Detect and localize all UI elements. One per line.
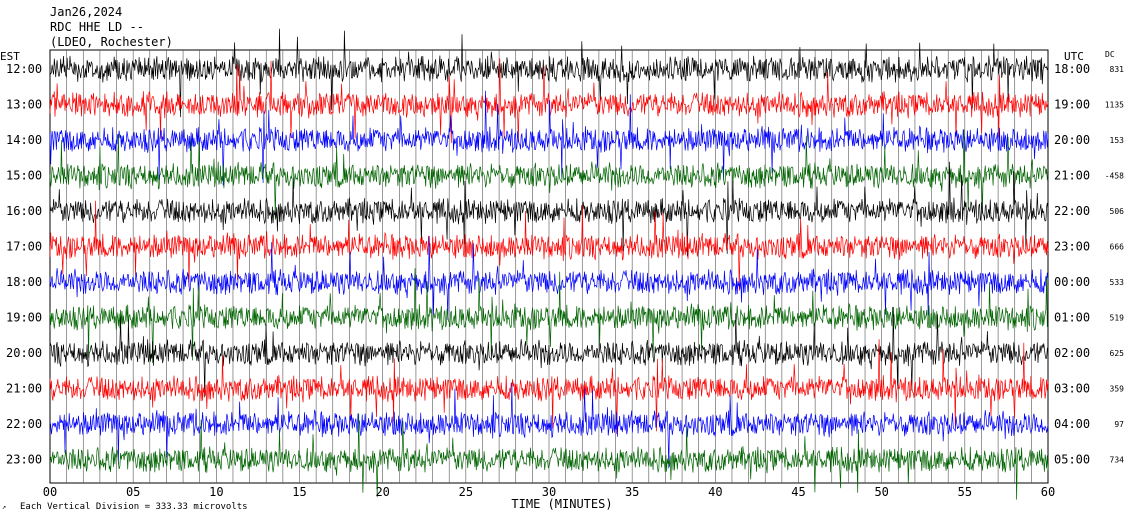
dc-column-label: DC xyxy=(1105,50,1115,59)
est-hour-label: 19:00 xyxy=(6,311,42,325)
x-tick-label: 50 xyxy=(874,485,888,499)
est-hour-label: 21:00 xyxy=(6,382,42,396)
trace-row xyxy=(49,161,1049,257)
est-hour-label: 20:00 xyxy=(6,346,42,360)
x-tick-label: 30 xyxy=(542,485,556,499)
x-tick-label: 25 xyxy=(459,485,473,499)
est-hour-label: 18:00 xyxy=(6,275,42,289)
est-hour-label: 16:00 xyxy=(6,204,42,218)
header-network: (LDEO, Rochester) xyxy=(50,35,173,49)
trace-row xyxy=(49,339,1049,435)
utc-hour-label: 20:00 xyxy=(1054,133,1090,147)
utc-hour-label: 22:00 xyxy=(1054,204,1090,218)
trace-row xyxy=(49,306,1049,398)
x-tick-label: 55 xyxy=(958,485,972,499)
utc-hour-label: 18:00 xyxy=(1054,62,1090,76)
est-hour-label: 14:00 xyxy=(6,133,42,147)
utc-hour-label: 05:00 xyxy=(1054,453,1090,467)
utc-hour-label: 03:00 xyxy=(1054,382,1090,396)
dc-offset-value: 97 xyxy=(1114,420,1124,429)
minute-gridlines xyxy=(66,50,1032,483)
scale-icon: ↗ xyxy=(2,503,6,511)
seismic-traces xyxy=(49,28,1049,500)
x-tick-label: 35 xyxy=(625,485,639,499)
trace-row xyxy=(49,28,1049,118)
x-axis-ticks: 00 05 10 15 20 25 30 35 40 45 50 55 60 xyxy=(43,485,1055,499)
trace-row xyxy=(49,129,1049,220)
trace-row xyxy=(49,235,1049,320)
utc-hour-label: 00:00 xyxy=(1054,275,1090,289)
trace-row xyxy=(49,90,1049,186)
dc-offset-value: 153 xyxy=(1110,136,1125,145)
x-tick-label: 00 xyxy=(43,485,57,499)
dc-offset-value: 359 xyxy=(1110,385,1125,394)
x-axis-label: TIME (MINUTES) xyxy=(511,497,612,511)
x-tick-label: 10 xyxy=(209,485,223,499)
dc-offset-value: 533 xyxy=(1110,278,1125,287)
est-hour-label: 17:00 xyxy=(6,240,42,254)
row-labels: 12:00 18:00 831 13:00 19:00 1135 14:00 20:00 153… xyxy=(6,62,1124,467)
est-axis-label: EST xyxy=(0,50,20,63)
dc-offset-value: 831 xyxy=(1110,65,1125,74)
est-hour-label: 15:00 xyxy=(6,169,42,183)
x-tick-label: 15 xyxy=(292,485,306,499)
trace-row xyxy=(49,200,1049,291)
dc-offset-value: 506 xyxy=(1110,207,1125,216)
utc-hour-label: 02:00 xyxy=(1054,346,1090,360)
x-tick-label: 60 xyxy=(1041,485,1055,499)
dc-offset-value: 1135 xyxy=(1105,101,1124,110)
trace-row xyxy=(49,58,1049,144)
x-tick-label: 20 xyxy=(375,485,389,499)
utc-hour-label: 23:00 xyxy=(1054,240,1090,254)
dc-offset-value: 666 xyxy=(1110,243,1125,252)
vertical-division-footnote: Each Vertical Division = 333.33 microvol… xyxy=(20,502,248,512)
dc-offset-value: 734 xyxy=(1110,456,1125,465)
utc-hour-label: 04:00 xyxy=(1054,417,1090,431)
utc-hour-label: 01:00 xyxy=(1054,311,1090,325)
x-tick-label: 45 xyxy=(791,485,805,499)
est-hour-label: 12:00 xyxy=(6,62,42,76)
utc-hour-label: 19:00 xyxy=(1054,98,1090,112)
est-hour-label: 22:00 xyxy=(6,417,42,431)
dc-offset-value: 519 xyxy=(1110,314,1125,323)
x-tick-label: 05 xyxy=(126,485,140,499)
x-tick-label: 40 xyxy=(708,485,722,499)
header-station: RDC HHE LD -- xyxy=(50,20,144,34)
utc-hour-label: 21:00 xyxy=(1054,169,1090,183)
trace-row xyxy=(49,413,1049,500)
trace-row xyxy=(49,382,1049,469)
dc-offset-value: -458 xyxy=(1105,172,1124,181)
header-date: Jan26,2024 xyxy=(50,5,122,19)
est-hour-label: 23:00 xyxy=(6,453,42,467)
utc-axis-label: UTC xyxy=(1064,50,1084,63)
dc-offset-value: 625 xyxy=(1110,349,1125,358)
trace-row xyxy=(49,268,1049,364)
est-hour-label: 13:00 xyxy=(6,98,42,112)
